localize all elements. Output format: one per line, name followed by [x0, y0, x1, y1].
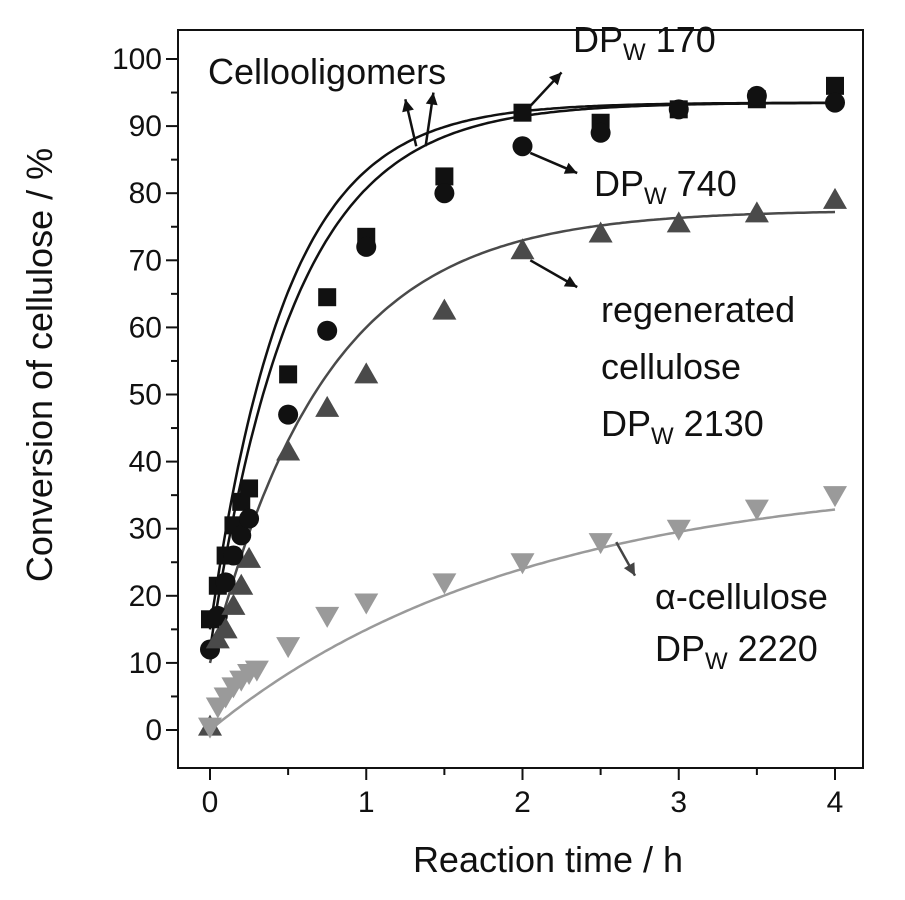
fit-curve	[208, 101, 835, 630]
annotation-dp170: DPW 170	[573, 19, 716, 66]
annotation-arrowhead	[563, 276, 578, 288]
data-point-triangle	[744, 201, 769, 223]
data-point-triangle	[823, 187, 847, 209]
data-point-triangle	[276, 439, 301, 461]
y-tick-label: 40	[129, 446, 162, 479]
annotation-regen: cellulose	[601, 346, 741, 387]
data-point-circle	[207, 605, 228, 626]
x-tick-label: 2	[514, 786, 531, 819]
data-point-triangle-down	[588, 533, 613, 555]
data-point-triangle-down	[354, 593, 379, 615]
annotation-dp740: DPW 740	[594, 163, 737, 210]
data-point-triangle-down	[744, 499, 769, 521]
annotation-alpha: α-cellulose	[655, 576, 828, 617]
plot-frame	[177, 29, 864, 769]
data-points	[198, 76, 847, 739]
data-point-triangle-down	[823, 486, 847, 508]
annotation-cellooligomers: Cellooligomers	[208, 51, 446, 92]
data-point-triangle-down	[666, 519, 691, 541]
data-point-triangle	[354, 362, 379, 384]
data-point-triangle	[237, 546, 262, 568]
annotations: Cellooligomers DPW 170 DPW 740 regenerated c…	[208, 19, 828, 675]
data-point-triangle-down	[315, 606, 340, 628]
data-point-circle	[223, 545, 244, 566]
data-point-circle	[512, 136, 533, 157]
annotation-arrowhead	[623, 562, 635, 576]
data-point-circle	[317, 320, 338, 341]
data-point-circle	[746, 85, 767, 106]
y-tick-label: 50	[129, 379, 162, 412]
data-point-triangle-down	[276, 637, 301, 659]
annotation-alpha: DPW 2220	[655, 628, 818, 675]
data-point-circle	[239, 508, 260, 529]
x-tick-label: 1	[358, 786, 375, 819]
annotation-arrowhead	[549, 72, 562, 86]
fit-curve	[209, 508, 836, 731]
data-point-triangle	[510, 238, 535, 260]
y-tick-label: 60	[129, 311, 162, 344]
data-point-square	[318, 288, 337, 307]
data-point-circle	[231, 525, 252, 546]
data-point-triangle	[315, 395, 340, 417]
annotation-arrowhead	[425, 92, 438, 106]
y-axis-title: Conversion of cellulose / %	[19, 148, 60, 582]
x-tick-label: 0	[202, 786, 219, 819]
data-point-square	[513, 103, 532, 122]
data-point-square	[435, 167, 454, 186]
annotation-regen: DPW 2130	[601, 403, 764, 450]
data-point-circle	[278, 404, 299, 425]
data-point-circle	[356, 236, 377, 257]
data-point-triangle	[213, 617, 238, 639]
y-tick-label: 30	[129, 513, 162, 546]
data-point-triangle	[229, 573, 254, 595]
data-point-circle	[825, 92, 845, 113]
data-point-triangle	[432, 298, 457, 320]
data-point-triangle-down	[244, 660, 269, 682]
data-point-circle	[434, 183, 455, 204]
data-point-square	[826, 76, 844, 95]
annotation-regen: regenerated	[601, 289, 795, 330]
axis-ticks	[166, 58, 836, 780]
data-point-triangle	[588, 221, 613, 243]
data-point-circle	[590, 122, 611, 143]
y-tick-label: 90	[129, 110, 162, 143]
x-tick-label: 3	[670, 786, 687, 819]
data-point-triangle-down	[198, 717, 222, 739]
data-point-triangle-down	[510, 553, 535, 575]
x-tick-label: 4	[827, 786, 844, 819]
x-axis-title: Reaction time / h	[413, 839, 683, 880]
data-point-square	[279, 365, 298, 384]
y-tick-label: 20	[129, 580, 162, 613]
y-tick-label: 100	[112, 43, 162, 76]
y-tick-label: 70	[129, 244, 162, 277]
annotation-arrowhead	[402, 99, 414, 113]
annotation-arrows	[402, 71, 637, 577]
y-tick-label: 0	[145, 714, 162, 747]
y-tick-label: 10	[129, 647, 162, 680]
data-point-square	[240, 479, 259, 498]
y-tick-label: 80	[129, 177, 162, 210]
data-point-triangle	[666, 211, 691, 233]
data-point-circle	[668, 99, 689, 120]
data-point-triangle	[221, 593, 246, 615]
data-point-circle	[215, 572, 236, 593]
annotation-arrowhead	[563, 162, 578, 174]
data-point-triangle-down	[432, 573, 457, 595]
